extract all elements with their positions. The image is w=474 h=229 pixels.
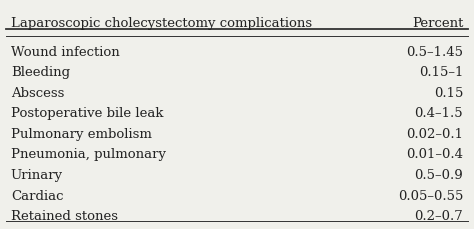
Text: Bleeding: Bleeding (11, 66, 70, 79)
Text: 0.4–1.5: 0.4–1.5 (415, 107, 463, 120)
Text: 0.5–1.45: 0.5–1.45 (406, 46, 463, 58)
Text: Wound infection: Wound infection (11, 46, 119, 58)
Text: Percent: Percent (412, 17, 463, 30)
Text: Laparoscopic cholecystectomy complications: Laparoscopic cholecystectomy complicatio… (11, 17, 312, 30)
Text: 0.2–0.7: 0.2–0.7 (414, 209, 463, 222)
Text: 0.05–0.55: 0.05–0.55 (398, 189, 463, 202)
Text: 0.15–1: 0.15–1 (419, 66, 463, 79)
Text: Pulmonary embolism: Pulmonary embolism (11, 127, 152, 140)
Text: Pneumonia, pulmonary: Pneumonia, pulmonary (11, 148, 166, 161)
Text: Abscess: Abscess (11, 86, 64, 99)
Text: 0.02–0.1: 0.02–0.1 (406, 127, 463, 140)
Text: Retained stones: Retained stones (11, 209, 118, 222)
Text: 0.01–0.4: 0.01–0.4 (406, 148, 463, 161)
Text: Urinary: Urinary (11, 168, 63, 181)
Text: 0.15: 0.15 (434, 86, 463, 99)
Text: Cardiac: Cardiac (11, 189, 64, 202)
Text: Postoperative bile leak: Postoperative bile leak (11, 107, 164, 120)
Text: 0.5–0.9: 0.5–0.9 (414, 168, 463, 181)
